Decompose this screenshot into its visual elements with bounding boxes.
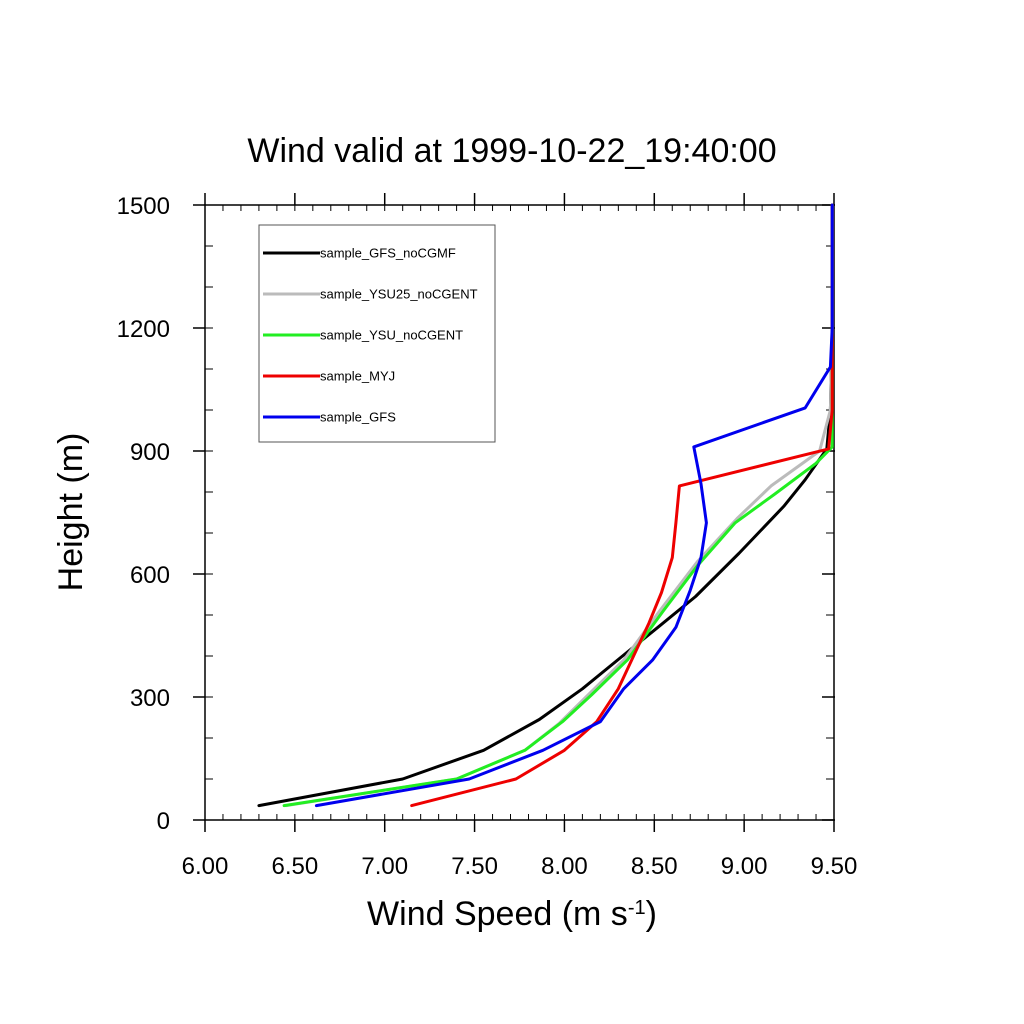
x-tick-label: 6.50 xyxy=(271,853,318,880)
plot-area xyxy=(193,193,835,832)
x-tick-labels: 6.00 6.50 7.00 7.50 8.00 8.50 9.00 9.50 xyxy=(182,853,858,880)
chart-title: Wind valid at 1999-10-22_19:40:00 xyxy=(247,132,776,170)
x-tick-label: 8.50 xyxy=(631,853,678,880)
legend-label: sample_GFS_noCGMF xyxy=(320,246,456,261)
x-axis-label-close: ) xyxy=(646,895,657,933)
series-line-sample-gfs xyxy=(314,203,834,808)
y-tick-labels: 0 300 600 900 1200 1500 xyxy=(117,193,170,835)
legend-label: sample_GFS xyxy=(320,410,396,425)
x-tick-label: 7.50 xyxy=(451,853,498,880)
x-tick-label: 9.50 xyxy=(811,853,858,880)
y-tick-label: 300 xyxy=(130,685,170,712)
x-tick-label: 9.00 xyxy=(721,853,768,880)
y-tick-label: 1500 xyxy=(117,193,170,220)
legend-label: sample_YSU_noCGENT xyxy=(320,328,463,343)
y-tick-label: 600 xyxy=(130,562,170,589)
x-axis-label-superscript: -1 xyxy=(628,897,646,919)
x-axis-label: Wind Speed (m s-1) xyxy=(367,895,657,933)
y-tick-label: 900 xyxy=(130,439,170,466)
plot-frame xyxy=(204,204,835,821)
x-tick-label: 6.00 xyxy=(182,853,229,880)
series-lines xyxy=(257,203,834,808)
legend: sample_GFS_noCGMF sample_YSU25_noCGENTsam… xyxy=(258,224,496,443)
x-tick-label: 7.00 xyxy=(361,853,408,880)
y-tick-label: 1200 xyxy=(117,316,170,343)
series-line-sample-gfs-nocgmf xyxy=(257,203,834,808)
x-tick-label: 8.00 xyxy=(541,853,588,880)
legend-label: sample_MYJ xyxy=(320,369,395,384)
legend-label: sample_YSU25_noCGENT xyxy=(320,287,478,302)
x-axis-label-main: Wind Speed (m s xyxy=(367,895,628,933)
series-line-sample-myj xyxy=(410,203,834,808)
y-axis-label: Height (m) xyxy=(52,433,90,592)
y-tick-label: 0 xyxy=(157,808,170,835)
